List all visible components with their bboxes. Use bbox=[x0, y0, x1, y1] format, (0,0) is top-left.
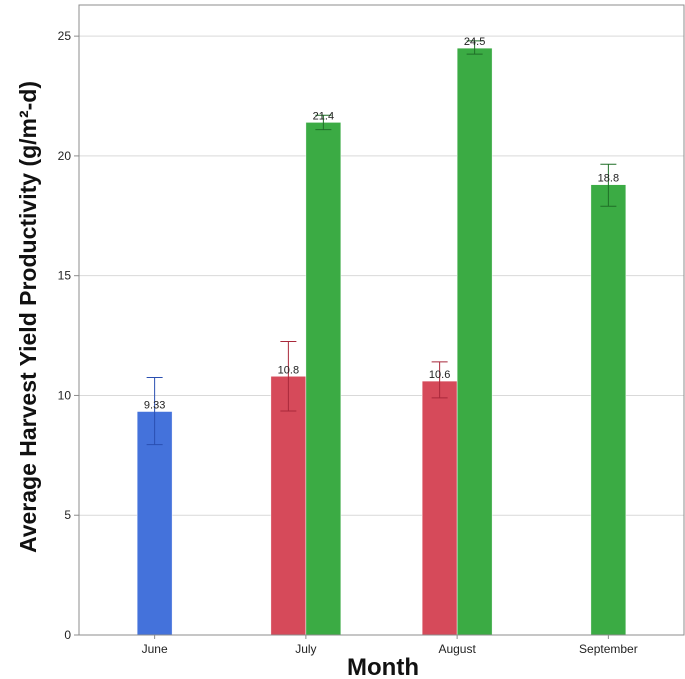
y-tick-label: 5 bbox=[64, 508, 71, 522]
data-label: 18.8 bbox=[598, 173, 619, 185]
data-label: 10.6 bbox=[429, 369, 450, 381]
y-tick-label: 10 bbox=[58, 388, 72, 402]
data-label: 10.8 bbox=[278, 364, 299, 376]
bars bbox=[136, 47, 627, 636]
data-labels: 9.33 10.8 21.4 10.6 24.5 18.8 bbox=[144, 36, 619, 411]
bar bbox=[421, 380, 458, 636]
x-tick-label: July bbox=[295, 642, 316, 656]
y-tick-label: 25 bbox=[58, 29, 72, 43]
bar bbox=[456, 47, 493, 636]
bar bbox=[270, 376, 307, 636]
bar bbox=[305, 122, 342, 636]
data-label: 24.5 bbox=[464, 36, 485, 48]
y-tick-label: 15 bbox=[58, 269, 72, 283]
x-axis-title: Month bbox=[347, 654, 419, 679]
x-tick-label: August bbox=[438, 642, 476, 656]
bar bbox=[136, 411, 173, 636]
y-tick-label: 0 bbox=[64, 628, 71, 642]
tick-labels: 0 5 10 15 20 25 June July August September bbox=[58, 29, 638, 656]
data-label: 9.33 bbox=[144, 400, 165, 412]
grid-lines bbox=[79, 35, 684, 516]
axes bbox=[74, 4, 685, 639]
x-tick-label: June bbox=[142, 642, 168, 656]
y-tick-label: 20 bbox=[58, 149, 72, 163]
plot-frame bbox=[78, 4, 685, 636]
bar bbox=[590, 184, 627, 636]
data-label: 21.4 bbox=[313, 110, 334, 122]
y-axis-title: Average Harvest Yield Productivity (g/m²… bbox=[15, 81, 41, 553]
x-tick-label: September bbox=[579, 642, 638, 656]
error-bars bbox=[146, 40, 617, 446]
